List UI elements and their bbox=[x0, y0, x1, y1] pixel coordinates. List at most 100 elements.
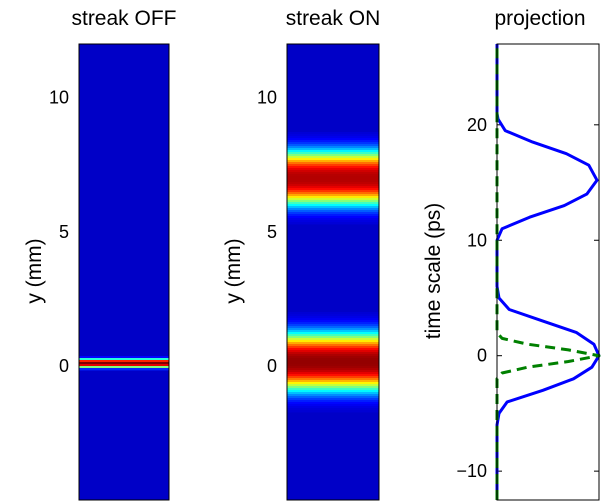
heatmap-strip bbox=[287, 216, 379, 219]
heatmap-strip bbox=[287, 188, 379, 191]
y-tick-label: 10 bbox=[467, 230, 487, 250]
heatmap-strip bbox=[287, 358, 379, 361]
heatmap-strip bbox=[287, 202, 379, 205]
heatmap-strip bbox=[287, 212, 379, 215]
heatmap-strip bbox=[287, 204, 379, 207]
y-tick-label: 5 bbox=[267, 222, 277, 242]
heatmap-strip bbox=[287, 334, 379, 337]
heatmap-strip bbox=[287, 196, 379, 199]
heatmap-strip bbox=[79, 360, 169, 363]
panel-streak-off: streak OFF y (mm) 0 5 10 bbox=[23, 7, 177, 501]
heatmap-strip bbox=[287, 166, 379, 169]
panel-title: streak OFF bbox=[71, 7, 176, 30]
heatmap-strip bbox=[287, 398, 379, 401]
heatmap-strip bbox=[287, 152, 379, 155]
heatmap-strip bbox=[287, 344, 379, 347]
heatmap-strip bbox=[287, 350, 379, 353]
heatmap-strip bbox=[287, 352, 379, 355]
plot-frame bbox=[496, 43, 600, 501]
heatmap-strip bbox=[287, 138, 379, 141]
heatmap-strip bbox=[287, 314, 379, 317]
plot-frame bbox=[286, 43, 380, 501]
heatmap-strip bbox=[287, 218, 379, 221]
heatmap-strip bbox=[287, 154, 379, 157]
heatmap-strip bbox=[287, 198, 379, 201]
heatmap-strip bbox=[287, 142, 379, 145]
heatmap-strip bbox=[287, 372, 379, 375]
panel-title: streak ON bbox=[286, 7, 381, 30]
heatmap-strip bbox=[287, 320, 379, 323]
heatmap-strip bbox=[287, 394, 379, 397]
y-tick-label: 10 bbox=[49, 88, 69, 108]
heatmap-strip bbox=[287, 172, 379, 175]
heatmap-strip bbox=[287, 176, 379, 179]
heatmap-strip bbox=[287, 158, 379, 161]
heatmap-strip bbox=[79, 364, 169, 367]
heatmap-strip bbox=[287, 150, 379, 153]
heatmap-strip bbox=[287, 162, 379, 165]
heatmap-strip bbox=[287, 330, 379, 333]
heatmap-strip bbox=[287, 338, 379, 341]
heatmap-strip bbox=[287, 316, 379, 319]
heatmap-strip bbox=[287, 356, 379, 359]
projection-off-line bbox=[495, 44, 601, 500]
heatmap-strip bbox=[287, 174, 379, 177]
heatmap-strip bbox=[287, 342, 379, 345]
heatmap-image bbox=[79, 44, 169, 500]
heatmap-strip bbox=[287, 214, 379, 217]
heatmap-strip bbox=[287, 348, 379, 351]
y-tick-label: −10 bbox=[456, 461, 487, 481]
heatmap-strip bbox=[79, 356, 169, 359]
heatmap-strip bbox=[287, 382, 379, 385]
heatmap-strip bbox=[287, 402, 379, 405]
heatmap-strip bbox=[287, 400, 379, 403]
heatmap-strip bbox=[287, 210, 379, 213]
panel-title: projection bbox=[494, 7, 585, 30]
heatmap-strip bbox=[287, 208, 379, 211]
heatmap-strip bbox=[287, 190, 379, 193]
heatmap-strip bbox=[287, 186, 379, 189]
y-tick-label: 20 bbox=[467, 115, 487, 135]
heatmap-strip bbox=[287, 410, 379, 413]
heatmap-strip bbox=[287, 164, 379, 167]
heatmap-strip bbox=[287, 346, 379, 349]
y-tick-label: 0 bbox=[267, 356, 277, 376]
heatmap-strip bbox=[287, 180, 379, 183]
heatmap-strip bbox=[287, 168, 379, 171]
heatmap-strip bbox=[287, 146, 379, 149]
heatmap-strip bbox=[287, 148, 379, 151]
heatmap-strip bbox=[287, 406, 379, 409]
heatmap-strip bbox=[287, 324, 379, 327]
heatmap-strip bbox=[287, 368, 379, 371]
heatmap-strip bbox=[287, 178, 379, 181]
heatmap-strip bbox=[287, 220, 379, 223]
y-axis-label: time scale (ps) bbox=[422, 203, 445, 340]
heatmap-strip bbox=[287, 160, 379, 163]
heatmap-strip bbox=[287, 376, 379, 379]
heatmap-background bbox=[287, 44, 379, 500]
heatmap-background bbox=[79, 44, 169, 500]
heatmap-strip bbox=[287, 134, 379, 137]
panel-projection: projection time scale (ps) −10 0 10 20 bbox=[422, 7, 601, 501]
heatmap-strip bbox=[287, 182, 379, 185]
heatmap-strip bbox=[287, 392, 379, 395]
heatmap-strip bbox=[287, 336, 379, 339]
heatmap-strip bbox=[287, 140, 379, 143]
heatmap-strip bbox=[287, 206, 379, 209]
heatmap-strip bbox=[287, 404, 379, 407]
heatmap-strip bbox=[287, 222, 379, 225]
heatmap-strip bbox=[287, 200, 379, 203]
heatmap-strip bbox=[287, 184, 379, 187]
heatmap-strip bbox=[287, 388, 379, 391]
y-tick-label: 10 bbox=[257, 88, 277, 108]
heatmap-strip bbox=[287, 386, 379, 389]
heatmap-strip bbox=[287, 132, 379, 135]
heatmap-strip bbox=[287, 366, 379, 369]
heatmap-strip bbox=[287, 374, 379, 377]
heatmap-strip bbox=[287, 362, 379, 365]
panel-streak-on: streak ON y (mm) 0 5 10 bbox=[222, 7, 381, 501]
heatmap-strip bbox=[287, 194, 379, 197]
heatmap-strip bbox=[287, 192, 379, 195]
projection-on-line bbox=[495, 44, 601, 500]
